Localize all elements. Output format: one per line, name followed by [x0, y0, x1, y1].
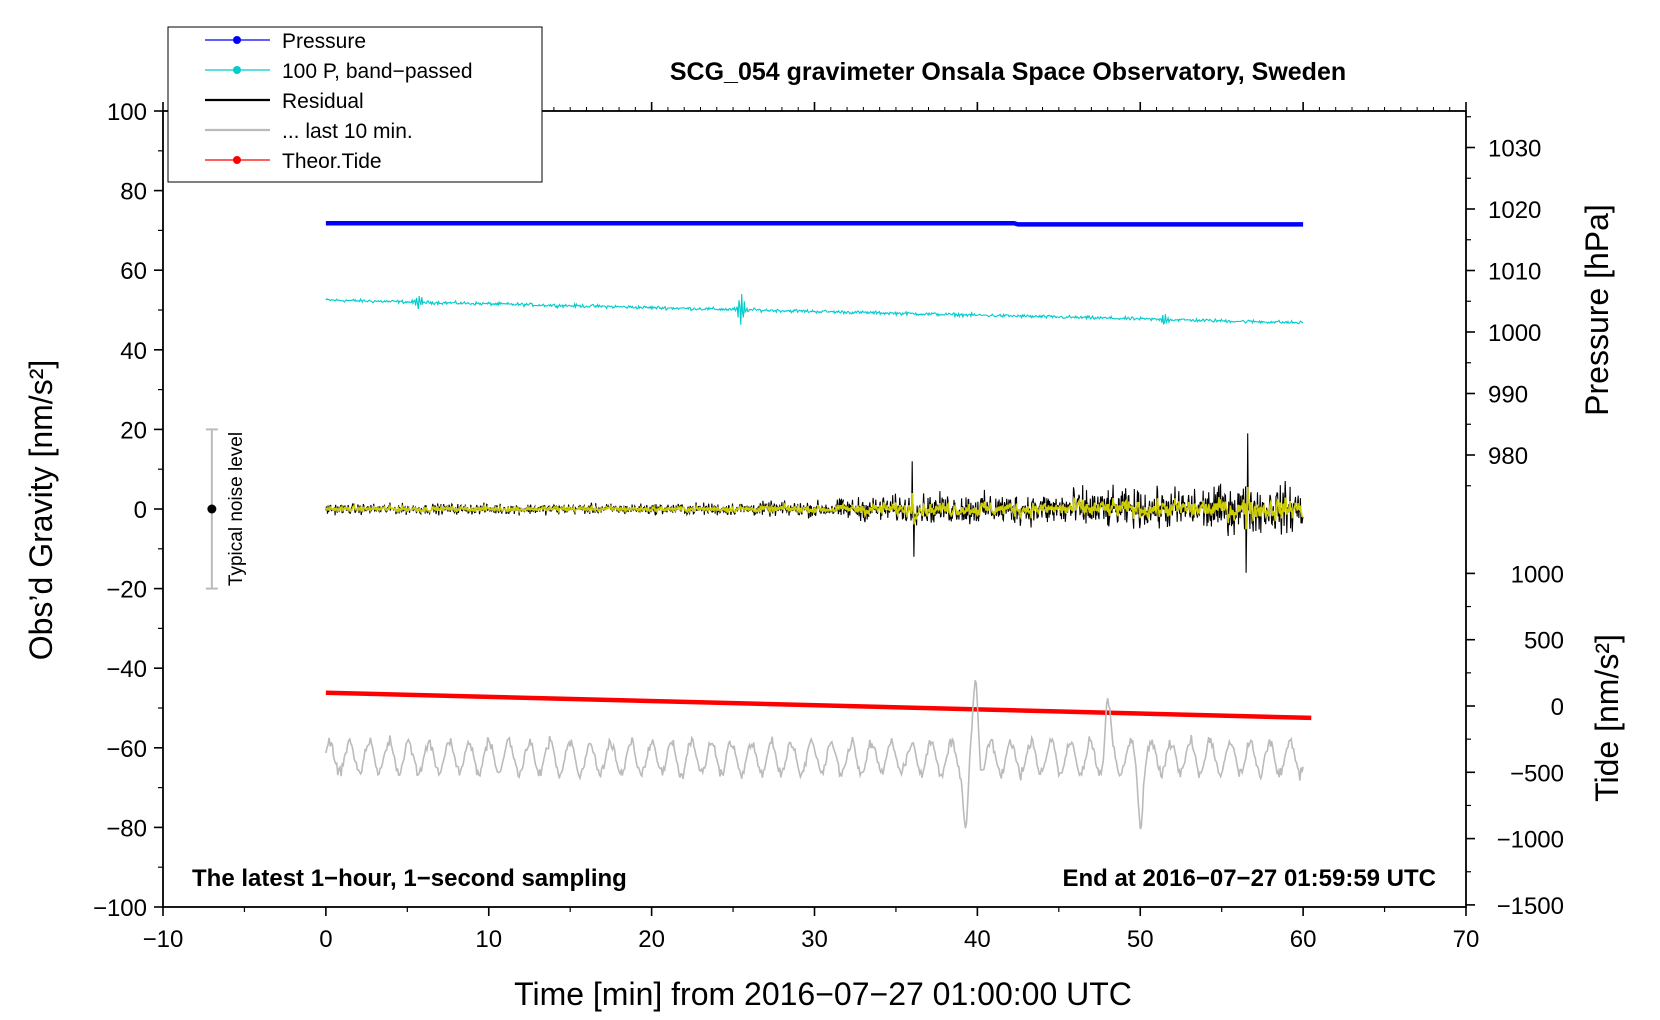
series-line-last-10-min — [325, 679, 1304, 830]
y-tick-label-left: 0 — [134, 497, 147, 524]
legend-label: ... last 10 min. — [282, 120, 413, 143]
axes-layer: −10 0 10 20 30 40 50 60 70−100−80−60−40−20020406… — [93, 99, 1564, 953]
y-tick-label-left: −100 — [93, 895, 147, 922]
tide-tick-label: 1000 — [1511, 561, 1564, 588]
noise-level-label: Typical noise level — [226, 432, 247, 586]
x-tick-label: 20 — [638, 926, 665, 953]
series-line-band-passed — [325, 293, 1304, 325]
legend-label: Residual — [282, 90, 364, 113]
tide-tick-label: −500 — [1510, 760, 1564, 787]
noise-bar-center-dot — [207, 504, 217, 514]
pressure-tick-label: 1000 — [1488, 320, 1541, 347]
chart-title: SCG_054 gravimeter Onsala Space Observat… — [670, 58, 1346, 86]
x-tick-label: 40 — [964, 926, 991, 953]
tide-tick-label: −1000 — [1497, 827, 1564, 854]
pressure-tick-label: 1010 — [1488, 259, 1541, 286]
pressure-tick-label: 1030 — [1488, 136, 1541, 163]
y-tick-label-left: 100 — [107, 99, 147, 126]
x-tick-label: 0 — [319, 926, 332, 953]
tide-tick-label: 0 — [1551, 694, 1564, 721]
legend-item: ... last 10 min. — [205, 120, 413, 143]
legend-marker — [233, 36, 241, 44]
legend-label: 100 P, band−passed — [282, 60, 473, 83]
x-tick-label: 50 — [1127, 926, 1154, 953]
pressure-tick-label: 980 — [1488, 443, 1528, 470]
x-tick-label: 30 — [801, 926, 828, 953]
legend-label: Pressure — [282, 30, 366, 53]
y-tick-label-left: 40 — [120, 338, 147, 365]
y-tick-label-left: −40 — [106, 656, 147, 683]
pressure-tick-label: 990 — [1488, 382, 1528, 409]
x-tick-label: 60 — [1290, 926, 1317, 953]
annotation-sampling: The latest 1−hour, 1−second sampling — [192, 865, 627, 892]
legend-marker — [233, 156, 241, 164]
y-axis-label-left: Obs’d Gravity [nm/s²] — [23, 360, 59, 661]
annotation-end-time: End at 2016−07−27 01:59:59 UTC — [1062, 865, 1436, 892]
noise-level-indicator — [205, 428, 218, 590]
y-axis-label-tide: Tide [nm/s²] — [1589, 634, 1625, 802]
y-tick-label-left: −60 — [106, 736, 147, 763]
legend-marker — [233, 66, 241, 74]
series-line-residual-smoothed — [325, 486, 1304, 530]
legend-label: Theor.Tide — [282, 150, 382, 173]
tide-tick-label: 500 — [1524, 628, 1564, 655]
pressure-tick-label: 1020 — [1488, 197, 1541, 224]
legend-item: Residual — [205, 90, 364, 113]
series-layer — [325, 220, 1312, 830]
x-tick-label: −10 — [143, 926, 184, 953]
x-tick-label: 70 — [1453, 926, 1480, 953]
y-tick-label-left: −20 — [106, 577, 147, 604]
series-line-pressure — [325, 220, 1304, 227]
y-tick-label-left: −80 — [106, 815, 147, 842]
legend-box — [167, 26, 543, 183]
tide-tick-label: −1500 — [1497, 893, 1564, 920]
legend-item: Theor.Tide — [205, 150, 382, 173]
series-line-theor-tide — [325, 690, 1312, 721]
y-tick-label-left: 20 — [120, 417, 147, 444]
y-tick-label-left: 60 — [120, 258, 147, 285]
legend-item: Pressure — [205, 30, 366, 53]
y-axis-label-pressure: Pressure [hPa] — [1579, 204, 1615, 416]
x-tick-label: 10 — [475, 926, 502, 953]
x-axis-label: Time [min] from 2016−07−27 01:00:00 UTC — [514, 976, 1132, 1012]
legend: Pressure 100 P, band−passed Residual ... la… — [167, 26, 543, 183]
y-tick-label-left: 80 — [120, 179, 147, 206]
legend-item: 100 P, band−passed — [205, 60, 473, 83]
